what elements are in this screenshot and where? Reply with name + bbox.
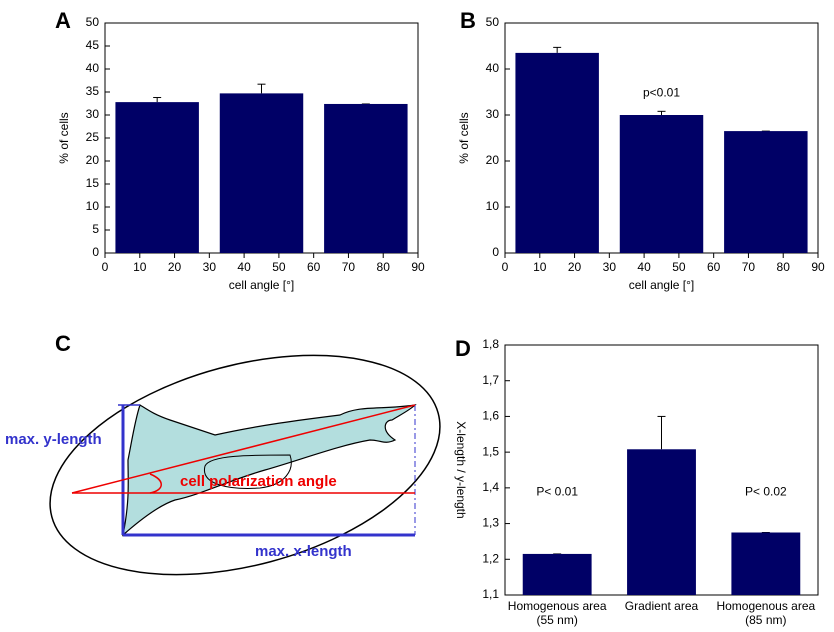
annotation: P< 0.01 [536,485,578,499]
x-tick-label-box: Gradient area [624,599,699,613]
x-tick-label: 50 [672,260,686,274]
y-tick-label: 1,3 [482,516,499,530]
angle-label: cell polarization angle [180,473,337,490]
cell [122,404,417,537]
y-tick-label: 35 [86,84,100,98]
y-tick-label: 0 [92,245,99,259]
y-tick-label: 1,7 [482,373,499,387]
y-tick-label: 30 [486,107,500,121]
annotation: p<0.01 [643,85,680,99]
y-tick-label: 10 [486,199,500,213]
x-tick-label-box: Homogenous area (85 nm) [716,599,816,627]
annotation: P< 0.02 [745,485,787,499]
angle-arc [149,473,162,494]
bar [324,103,408,254]
x-tick-label: 40 [237,260,251,274]
y-tick-label: 50 [86,15,100,29]
x-tick-label: 10 [133,260,147,274]
x-tick-label: 80 [777,260,791,274]
x-tick-label: 20 [168,260,182,274]
bar [627,449,696,595]
y-tick-label: 1,6 [482,409,499,423]
x-tick-label: Gradient area [624,599,699,613]
y-tick-label: 1,5 [482,444,499,458]
x-tick-label: 30 [203,260,217,274]
x-length-label: max. x-length [255,543,352,560]
x-tick-label-box: Homogenous area (55 nm) [507,599,607,627]
y-tick-label: 1,1 [482,587,499,601]
bar [724,131,808,253]
y-tick-label: 15 [86,176,100,190]
y-tick-label: 40 [486,61,500,75]
y-tick-label: 50 [486,15,500,29]
x-tick-label: 90 [411,260,425,274]
x-tick-label: 40 [637,260,651,274]
y-tick-label: 45 [86,38,100,52]
y-tick-label: 5 [92,222,99,236]
y-tick-label: 20 [486,153,500,167]
x-tick-label: 10 [533,260,547,274]
y-tick-label: 1,8 [482,337,499,351]
ellipse [49,354,441,576]
diagram-c: C max. y-length cell polarization angle … [5,331,441,576]
x-tick-label: Homogenous area (85 nm) [716,599,816,627]
y-axis-label: % of cells [457,112,471,163]
x-tick-label: Homogenous area (55 nm) [507,599,607,627]
panel-label: A [55,8,71,33]
x-tick-label: 30 [603,260,617,274]
x-tick-label: 70 [342,260,356,274]
bar [115,102,199,254]
bar [522,553,592,595]
y-length-label: max. y-length [5,431,102,448]
panel-label: B [460,8,476,33]
y-axis-label: X-length / y-length [454,421,468,518]
panel-label: D [455,336,471,361]
nucleus [204,454,292,489]
x-tick-label: 90 [811,260,825,274]
y-tick-label: 0 [492,245,499,259]
x-axis-label: cell angle [°] [629,278,695,292]
y-tick-label: 1,2 [482,551,499,565]
bar [731,532,801,595]
bar [219,93,304,253]
x-tick-label: 60 [707,260,721,274]
x-tick-label: 80 [377,260,391,274]
y-tick-label: 25 [86,130,100,144]
x-tick-label: 20 [568,260,582,274]
bar [619,115,704,253]
x-tick-label: 0 [102,260,109,274]
y-tick-label: 20 [86,153,100,167]
x-tick-label: 70 [742,260,756,274]
y-tick-label: 40 [86,61,100,75]
x-axis-label: cell angle [°] [229,278,295,292]
x-tick-label: 60 [307,260,321,274]
y-tick-label: 10 [86,199,100,213]
y-tick-label: 30 [86,107,100,121]
y-axis-label: % of cells [57,112,71,163]
panel-label: C [55,331,71,356]
axis-line [71,404,416,494]
bar [515,52,599,254]
x-tick-label: 0 [502,260,509,274]
x-tick-label: 50 [272,260,286,274]
y-tick-label: 1,4 [482,480,499,494]
